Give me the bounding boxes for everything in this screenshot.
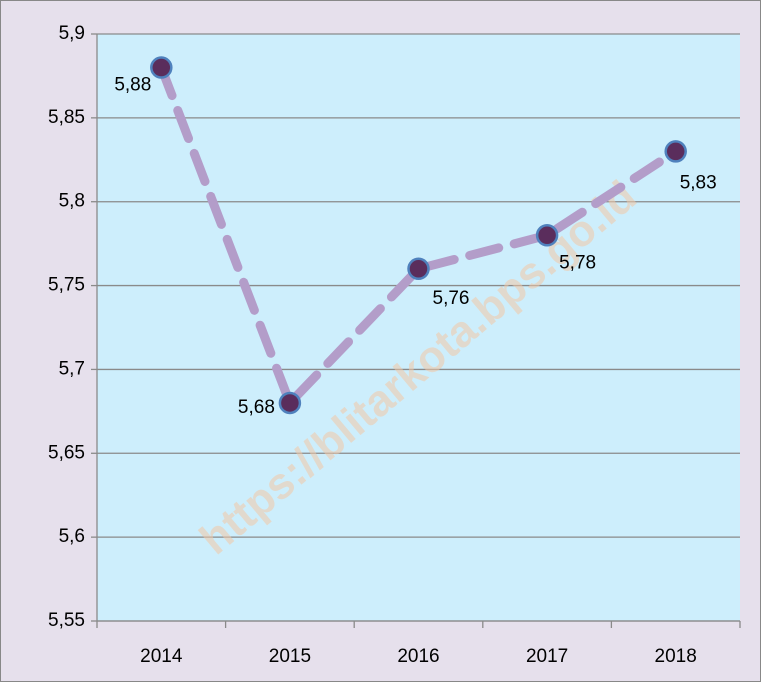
x-tick-label: 2015: [269, 646, 311, 667]
y-tick-label: 5,7: [59, 358, 85, 379]
x-tick-label: 2017: [526, 646, 568, 667]
data-label: 5,76: [433, 288, 470, 309]
marker: [278, 391, 302, 415]
marker: [407, 257, 430, 281]
line: [156, 63, 681, 412]
plot-area: [97, 34, 740, 621]
y-tick-label: 5,8: [59, 191, 85, 212]
data-label: 5,68: [238, 397, 275, 418]
y-tick-label: 5,65: [48, 442, 85, 463]
y-tick-label: 5,55: [48, 610, 85, 631]
data-label: 5,78: [559, 252, 596, 273]
x-tick-label: 2018: [655, 646, 697, 667]
data-label: 5,83: [680, 172, 717, 193]
data-label: 5,88: [114, 75, 151, 96]
marker: [664, 140, 687, 163]
marker: [535, 224, 559, 247]
y-tick-label: 5,75: [48, 275, 85, 296]
y-tick-label: 5,9: [59, 23, 85, 44]
y-tick-label: 5,6: [59, 526, 85, 547]
x-tick-label: 2016: [397, 646, 439, 667]
y-tick-label: 5,85: [48, 107, 85, 128]
x-tick-label: 2014: [140, 646, 183, 667]
marker: [150, 56, 173, 79]
